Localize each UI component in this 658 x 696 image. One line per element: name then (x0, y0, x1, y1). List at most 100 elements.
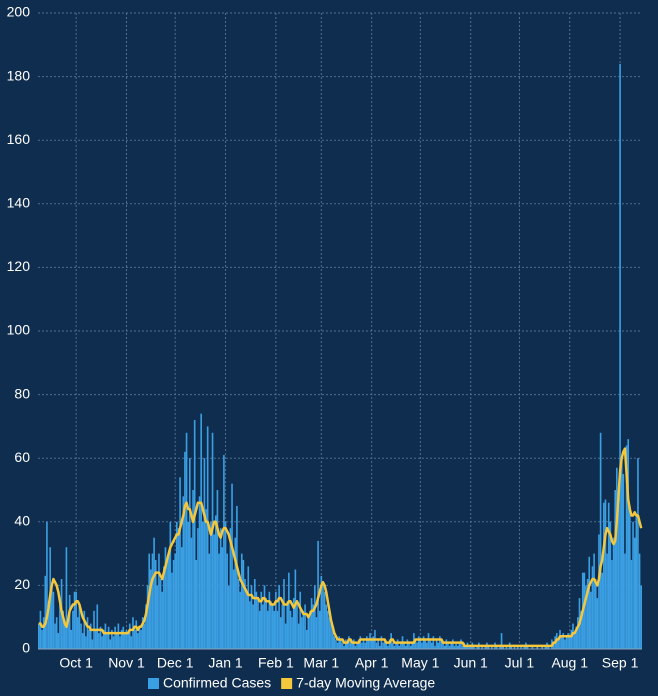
bar (219, 528, 222, 649)
bar (83, 610, 86, 649)
bar (591, 566, 594, 649)
bar (111, 629, 113, 649)
bar (57, 633, 60, 649)
bar (432, 636, 435, 649)
bar (419, 639, 422, 649)
bar (586, 579, 589, 649)
bar (284, 623, 287, 649)
bar (630, 559, 633, 649)
bar (364, 642, 366, 649)
bar (616, 467, 618, 649)
x-tick-label: Apr 1 (355, 655, 389, 671)
bar (257, 598, 259, 649)
bar (304, 604, 306, 649)
bar (296, 604, 298, 649)
bar (281, 604, 284, 649)
bar (491, 645, 493, 649)
x-tick-label: Jul 1 (505, 655, 535, 671)
bar (141, 617, 144, 649)
bar (513, 645, 516, 649)
bar (356, 642, 358, 649)
bar (541, 645, 543, 649)
bar (520, 645, 522, 649)
bar (214, 515, 217, 649)
bar (323, 591, 326, 649)
bar (559, 629, 561, 649)
bar (570, 629, 573, 649)
bar (335, 639, 337, 649)
bar (575, 626, 578, 649)
bar (249, 601, 251, 649)
bar (265, 598, 267, 649)
bar (314, 585, 316, 649)
bar (502, 645, 504, 649)
bar (315, 617, 318, 649)
bar (200, 413, 202, 649)
bar (104, 623, 107, 649)
bar (78, 604, 81, 649)
bar (388, 639, 391, 649)
bar (273, 610, 276, 649)
bar (127, 633, 129, 649)
bar (409, 645, 412, 649)
bar (552, 642, 555, 649)
bar (354, 645, 357, 649)
bar (346, 642, 349, 649)
bar (557, 639, 560, 649)
bar (426, 642, 428, 649)
bar (276, 610, 279, 649)
bar (400, 642, 402, 649)
bar (606, 553, 608, 649)
bar (609, 521, 612, 649)
bar (318, 610, 321, 649)
y-tick-label: 60 (14, 449, 30, 465)
bar (435, 639, 438, 649)
bar (96, 604, 99, 649)
bar (372, 636, 375, 649)
bar (41, 629, 43, 649)
bar (98, 633, 100, 649)
bar (192, 490, 194, 649)
bar (208, 553, 211, 649)
bar (146, 585, 149, 649)
bar (601, 572, 604, 649)
bar (526, 645, 529, 649)
bar (620, 458, 623, 649)
bar (357, 639, 360, 649)
bar (47, 601, 50, 649)
bar (291, 617, 293, 649)
bar (50, 585, 53, 649)
bar (627, 439, 630, 649)
bar (258, 610, 261, 649)
bar (137, 633, 139, 649)
y-tick-label: 0 (22, 640, 30, 656)
bar (440, 639, 443, 649)
bar (156, 585, 159, 649)
bar (101, 636, 103, 649)
bar (625, 445, 628, 649)
y-tick-label: 100 (7, 322, 31, 338)
bar (115, 633, 118, 649)
bar (184, 451, 186, 649)
bar (221, 547, 224, 649)
bar (75, 591, 77, 649)
bar (429, 639, 431, 649)
bar (210, 521, 212, 649)
bar (448, 645, 451, 649)
bar (309, 610, 311, 649)
x-tick-label: Nov 1 (108, 655, 145, 671)
bar (236, 505, 238, 649)
bar (598, 534, 600, 649)
bar (340, 639, 342, 649)
bar (611, 559, 613, 649)
bar (206, 426, 209, 649)
bar (107, 626, 110, 649)
bar (476, 645, 479, 649)
bar (193, 420, 196, 649)
bar (99, 626, 102, 649)
bar (59, 604, 61, 649)
bar (624, 553, 626, 649)
bar (54, 623, 56, 649)
bar (499, 645, 501, 649)
bar (349, 639, 352, 649)
